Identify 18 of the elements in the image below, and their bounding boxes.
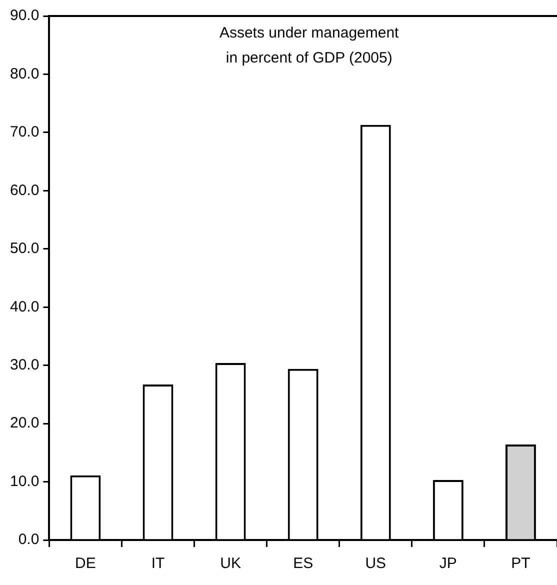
x-tick-label: UK [220,555,241,572]
y-tick-label: 90.0 [10,7,40,24]
y-tick-label: 80.0 [10,65,40,82]
x-tick-label: DE [75,555,96,572]
x-tick-label: JP [439,555,457,572]
y-tick-label: 50.0 [10,240,40,258]
y-tick-label: 70.0 [10,124,40,141]
x-tick-label: ES [293,555,314,572]
x-tick-label: PT [511,555,530,572]
x-tick-label: US [365,555,386,572]
y-tick-label: 60.0 [10,182,40,199]
y-tick-label: 10.0 [10,472,40,490]
y-tick-label: 0.0 [18,531,40,548]
text: Assets under management in percent of GDP (2005) [219,24,400,67]
y-tick-label: 40.0 [10,298,40,316]
x-tick-label: IT [151,555,165,572]
y-tick-label: 20.0 [10,414,40,432]
y-tick-label: 30.0 [10,356,40,374]
